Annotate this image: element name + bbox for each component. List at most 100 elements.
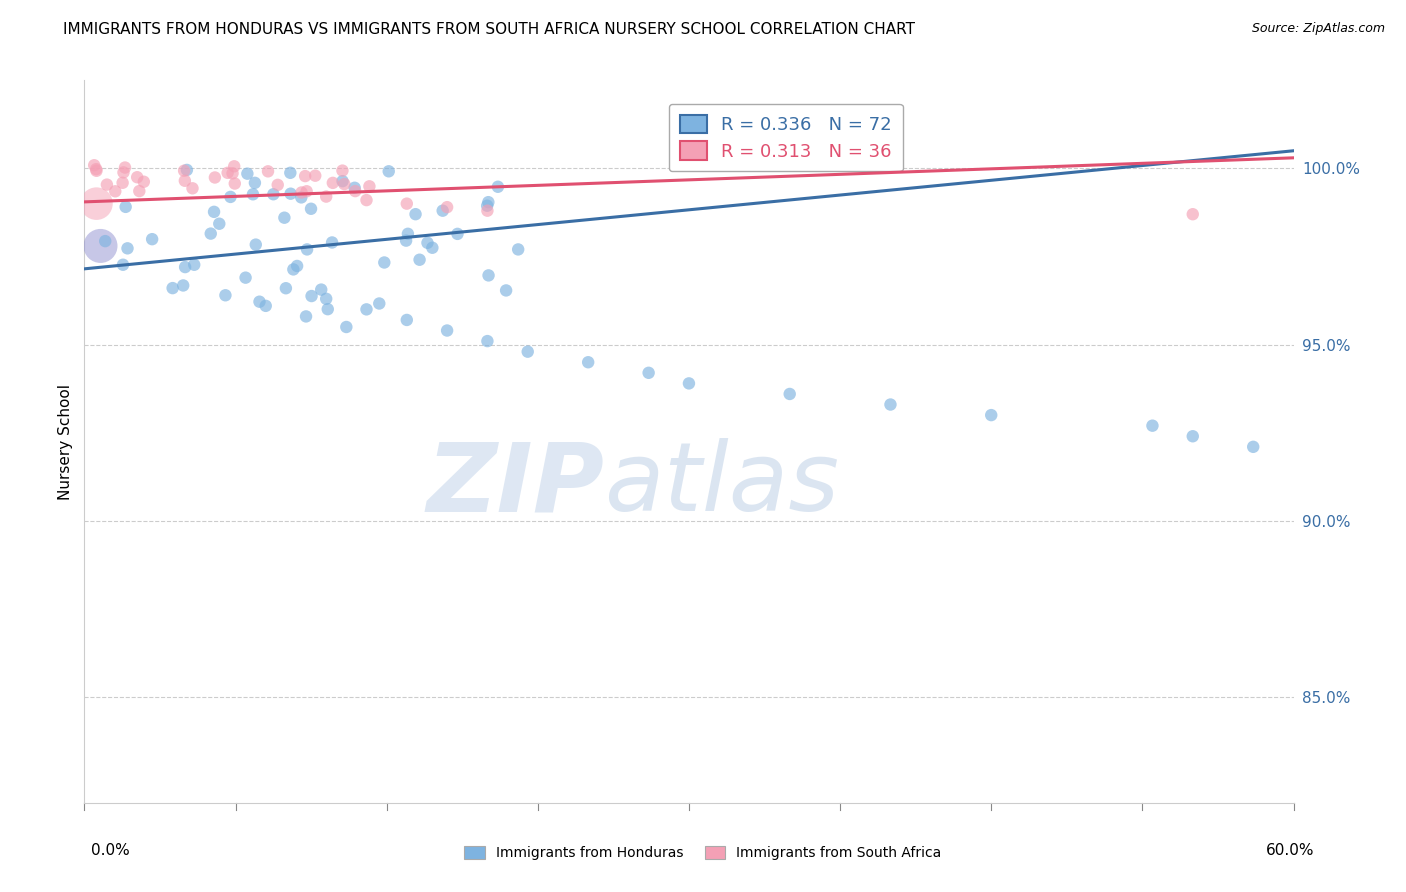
- Point: [104, 184, 127, 198]
- Point: [83, 158, 105, 172]
- Point: [316, 302, 339, 317]
- Point: [304, 169, 326, 183]
- Point: [278, 166, 301, 180]
- Point: [395, 196, 418, 211]
- Point: [315, 189, 337, 203]
- Point: [274, 281, 297, 295]
- Point: [285, 259, 308, 273]
- Point: [356, 193, 378, 207]
- Point: [477, 195, 499, 210]
- Text: 0.0%: 0.0%: [91, 843, 131, 858]
- Point: [446, 227, 468, 241]
- Point: [1241, 440, 1264, 454]
- Point: [114, 161, 136, 175]
- Point: [477, 268, 499, 283]
- Point: [202, 204, 225, 219]
- Point: [408, 252, 430, 267]
- Point: [290, 186, 312, 200]
- Point: [221, 166, 243, 180]
- Point: [280, 186, 302, 201]
- Point: [257, 164, 280, 178]
- Point: [373, 255, 395, 269]
- Point: [344, 184, 367, 198]
- Legend: Immigrants from Honduras, Immigrants from South Africa: Immigrants from Honduras, Immigrants fro…: [457, 839, 949, 867]
- Point: [235, 270, 257, 285]
- Point: [395, 234, 418, 248]
- Point: [111, 258, 134, 272]
- Point: [416, 235, 439, 250]
- Point: [200, 227, 222, 241]
- Point: [173, 174, 195, 188]
- Point: [94, 234, 117, 248]
- Point: [322, 176, 344, 190]
- Point: [176, 163, 198, 178]
- Point: [436, 324, 458, 338]
- Point: [299, 202, 322, 216]
- Point: [879, 398, 901, 412]
- Point: [343, 181, 366, 195]
- Point: [254, 299, 277, 313]
- Point: [309, 283, 332, 297]
- Point: [295, 184, 318, 198]
- Point: [111, 176, 134, 190]
- Point: [477, 203, 499, 218]
- Point: [432, 203, 454, 218]
- Point: [84, 162, 107, 177]
- Point: [86, 163, 108, 178]
- Point: [273, 211, 295, 225]
- Point: [204, 170, 226, 185]
- Point: [294, 169, 316, 183]
- Point: [295, 243, 318, 257]
- Point: [1142, 418, 1164, 433]
- Point: [486, 179, 509, 194]
- Text: IMMIGRANTS FROM HONDURAS VS IMMIGRANTS FROM SOUTH AFRICA NURSERY SCHOOL CORRELAT: IMMIGRANTS FROM HONDURAS VS IMMIGRANTS F…: [63, 22, 915, 37]
- Point: [396, 227, 419, 241]
- Text: Source: ZipAtlas.com: Source: ZipAtlas.com: [1251, 22, 1385, 36]
- Point: [283, 262, 305, 277]
- Point: [224, 177, 246, 191]
- Point: [127, 170, 149, 185]
- Point: [315, 292, 337, 306]
- Point: [508, 243, 530, 257]
- Point: [405, 207, 427, 221]
- Point: [290, 190, 312, 204]
- Point: [89, 239, 111, 253]
- Point: [245, 237, 267, 252]
- Point: [301, 289, 323, 303]
- Point: [86, 196, 108, 211]
- Point: [112, 165, 135, 179]
- Point: [335, 320, 357, 334]
- Point: [422, 241, 444, 255]
- Point: [242, 187, 264, 202]
- Point: [495, 284, 517, 298]
- Text: atlas: atlas: [605, 438, 839, 532]
- Point: [395, 313, 418, 327]
- Point: [183, 258, 205, 272]
- Point: [1181, 207, 1204, 221]
- Point: [332, 174, 354, 188]
- Point: [181, 181, 204, 195]
- Point: [172, 278, 194, 293]
- Point: [368, 296, 391, 310]
- Text: 60.0%: 60.0%: [1267, 843, 1315, 858]
- Point: [359, 179, 381, 194]
- Y-axis label: Nursery School: Nursery School: [58, 384, 73, 500]
- Point: [117, 241, 139, 255]
- Point: [208, 217, 231, 231]
- Point: [516, 344, 538, 359]
- Point: [477, 334, 499, 348]
- Point: [637, 366, 659, 380]
- Point: [267, 178, 290, 192]
- Point: [436, 200, 458, 214]
- Point: [243, 176, 266, 190]
- Point: [332, 163, 354, 178]
- Point: [217, 166, 239, 180]
- Point: [96, 178, 118, 192]
- Point: [219, 190, 242, 204]
- Point: [475, 199, 498, 213]
- Point: [262, 187, 284, 202]
- Point: [173, 163, 195, 178]
- Point: [128, 184, 150, 198]
- Point: [295, 310, 318, 324]
- Point: [132, 175, 155, 189]
